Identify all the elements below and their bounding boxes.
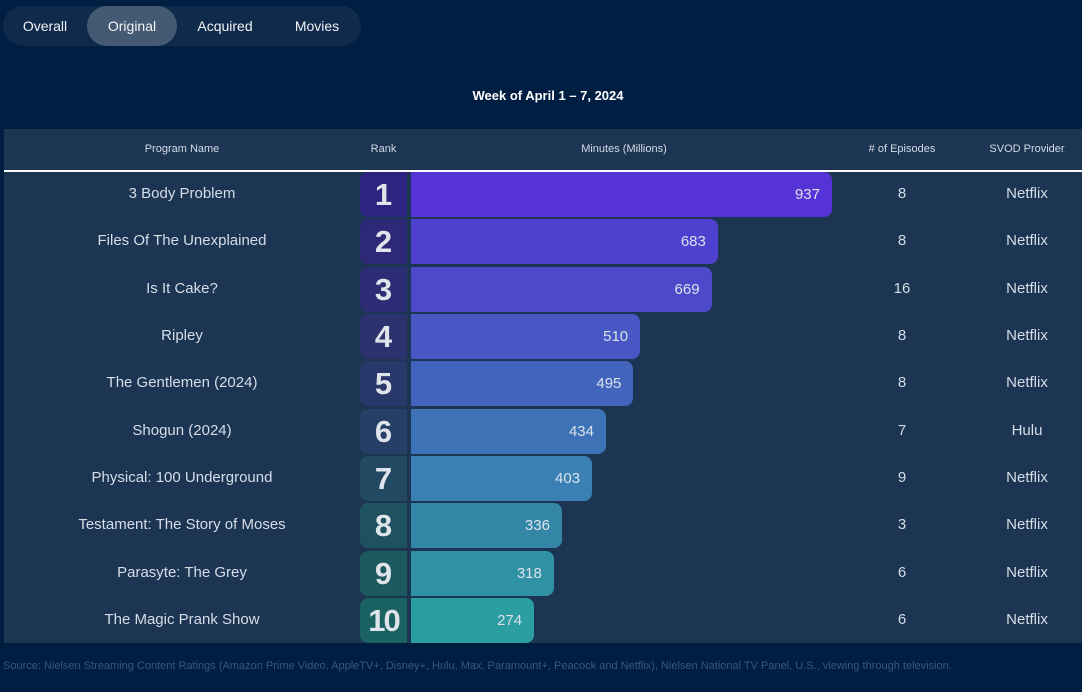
svod-provider: Netflix (1006, 279, 1048, 297)
header-episodes: # of Episodes (868, 143, 936, 155)
episode-count: 6 (897, 610, 907, 628)
header-rank: Rank (370, 143, 397, 155)
rank-badge: 2 (360, 219, 407, 265)
svod-provider: Netflix (1006, 232, 1048, 250)
minutes-value-label: 403 (555, 469, 581, 487)
rank-badge: 7 (360, 455, 407, 501)
table-header: Program Name Rank Minutes (Millions) # o… (4, 129, 1082, 172)
episode-count: 7 (897, 421, 907, 439)
minutes-value-label: 318 (516, 564, 542, 582)
minutes-bar: 336 (411, 503, 562, 549)
table-row: Files Of The Unexplained 2 683 8 Netflix (4, 218, 1082, 265)
episode-count: 9 (897, 468, 907, 486)
minutes-value-label: 669 (674, 280, 700, 298)
svod-provider: Hulu (1011, 421, 1043, 439)
minutes-value-label: 336 (524, 517, 550, 535)
category-tabs: Overall Original Acquired Movies (3, 6, 361, 46)
minutes-bar: 937 (411, 172, 832, 217)
table-row: Parasyte: The Grey 9 318 6 Netflix (4, 550, 1082, 597)
minutes-bar: 434 (411, 408, 606, 454)
table-row: Shogun (2024) 6 434 7 Hulu (4, 408, 1082, 455)
program-name: 3 Body Problem (128, 185, 236, 202)
rank-badge: 4 (360, 313, 407, 359)
minutes-bar: 318 (411, 550, 554, 596)
episode-count: 8 (897, 232, 907, 250)
program-name: Ripley (161, 326, 203, 344)
rank-badge: 6 (360, 408, 407, 454)
svod-provider: Netflix (1006, 374, 1048, 392)
tab-overall[interactable]: Overall (22, 18, 68, 34)
program-name: Parasyte: The Grey (117, 563, 247, 581)
minutes-value-label: 434 (568, 422, 594, 440)
rank-badge: 10 (360, 597, 407, 643)
minutes-value-label: 510 (603, 327, 629, 345)
header-program-name: Program Name (144, 143, 220, 155)
table-row: Is It Cake? 3 669 16 Netflix (4, 266, 1082, 313)
header-minutes: Minutes (Millions) (581, 143, 667, 155)
minutes-value-label: 495 (596, 375, 622, 393)
header-provider: SVOD Provider (989, 143, 1065, 155)
episode-count: 16 (893, 279, 911, 297)
tab-acquired[interactable]: Acquired (197, 18, 253, 34)
minutes-bar: 274 (411, 597, 535, 643)
rank-badge: 8 (360, 503, 407, 549)
source-note: Source: Nielsen Streaming Content Rating… (3, 660, 952, 672)
program-name: The Magic Prank Show (104, 610, 260, 628)
tab-original[interactable]: Original (87, 6, 177, 46)
program-name: Files Of The Unexplained (97, 232, 267, 250)
table-row: The Gentlemen (2024) 5 495 8 Netflix (4, 360, 1082, 407)
table-row: 3 Body Problem 1 937 8 Netflix (4, 171, 1082, 218)
tab-movies[interactable]: Movies (294, 18, 340, 34)
program-name: Is It Cake? (146, 279, 218, 297)
minutes-value-label: 274 (497, 611, 523, 629)
rank-badge: 9 (360, 550, 407, 596)
episode-count: 8 (897, 374, 907, 392)
episode-count: 6 (897, 563, 907, 581)
svod-provider: Netflix (1006, 610, 1048, 628)
table-row: The Magic Prank Show 10 274 6 Netflix (4, 597, 1082, 644)
episode-count: 8 (897, 326, 907, 344)
minutes-value-label: 937 (794, 186, 820, 203)
svod-provider: Netflix (1006, 563, 1048, 581)
svod-provider: Netflix (1006, 468, 1048, 486)
program-name: Shogun (2024) (132, 421, 232, 439)
program-name: Physical: 100 Underground (91, 468, 273, 486)
minutes-bar: 683 (411, 219, 718, 265)
program-name: Testament: The Story of Moses (78, 516, 286, 534)
ranking-table: Program Name Rank Minutes (Millions) # o… (4, 129, 1082, 643)
minutes-bar: 495 (411, 361, 634, 407)
minutes-bar: 403 (411, 455, 593, 501)
rank-badge: 3 (360, 266, 407, 312)
minutes-bar: 669 (411, 266, 712, 312)
episode-count: 3 (897, 516, 907, 534)
rank-badge: 1 (360, 172, 407, 217)
table-row: Physical: 100 Underground 7 403 9 Netflix (4, 455, 1082, 502)
svod-provider: Netflix (1006, 326, 1048, 344)
rank-badge: 5 (360, 361, 407, 407)
minutes-value-label: 683 (680, 233, 706, 251)
table-row: Ripley 4 510 8 Netflix (4, 313, 1082, 360)
svod-provider: Netflix (1006, 185, 1048, 202)
table-row: Testament: The Story of Moses 8 336 3 Netfli… (4, 502, 1082, 549)
minutes-bar: 510 (411, 313, 641, 359)
program-name: The Gentlemen (2024) (106, 374, 258, 392)
episode-count: 8 (897, 185, 907, 202)
chart-title: Week of April 1 – 7, 2024 (472, 88, 624, 103)
svod-provider: Netflix (1006, 516, 1048, 534)
